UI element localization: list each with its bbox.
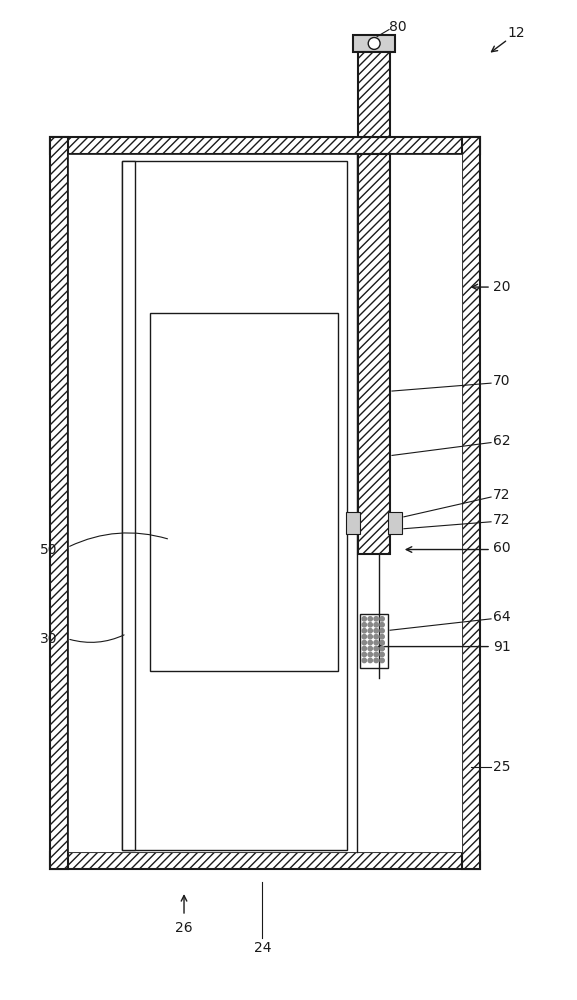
Bar [346,512,360,534]
Text: 20: 20 [493,280,511,294]
Text: 72: 72 [493,513,511,527]
Circle shape [362,658,366,663]
Bar [50,852,480,869]
Circle shape [362,617,366,621]
Text: 12: 12 [508,26,526,40]
Circle shape [374,658,379,663]
Bar [353,35,395,52]
Text: 26: 26 [175,921,193,935]
Circle shape [368,634,372,639]
Circle shape [374,652,379,657]
Text: 72: 72 [493,488,511,502]
Text: 62: 62 [493,434,511,448]
Bar [122,161,347,850]
Circle shape [380,652,384,657]
Circle shape [380,640,384,645]
Bar [122,161,136,850]
Circle shape [374,623,379,627]
Bar [50,137,480,154]
Circle shape [362,634,366,639]
Text: 70: 70 [493,374,511,388]
Circle shape [380,658,384,663]
Bar [151,313,338,671]
Circle shape [374,634,379,639]
Circle shape [374,629,379,633]
Circle shape [362,623,366,627]
Text: 30: 30 [40,632,58,646]
Circle shape [380,634,384,639]
Circle shape [380,629,384,633]
Circle shape [368,658,372,663]
Text: 60: 60 [493,541,511,555]
Bar [360,614,388,668]
Circle shape [374,640,379,645]
Circle shape [374,646,379,651]
Circle shape [368,652,372,657]
Circle shape [362,646,366,651]
Bar [462,137,480,869]
Circle shape [362,640,366,645]
Text: 25: 25 [493,760,511,774]
Text: 50: 50 [40,543,58,557]
Circle shape [368,640,372,645]
Circle shape [374,617,379,621]
Circle shape [368,629,372,633]
Text: 80: 80 [389,20,407,34]
Text: 24: 24 [253,941,271,955]
Bar [358,154,390,554]
Bar [68,154,462,852]
Bar [358,52,390,137]
Text: 91: 91 [493,640,511,654]
Circle shape [380,646,384,651]
Text: 64: 64 [493,610,511,624]
Circle shape [368,617,372,621]
Bar [50,137,68,869]
Bar [388,512,402,534]
Circle shape [380,623,384,627]
Circle shape [368,37,380,49]
Circle shape [368,623,372,627]
Circle shape [362,629,366,633]
Circle shape [380,617,384,621]
Circle shape [362,652,366,657]
Circle shape [368,646,372,651]
